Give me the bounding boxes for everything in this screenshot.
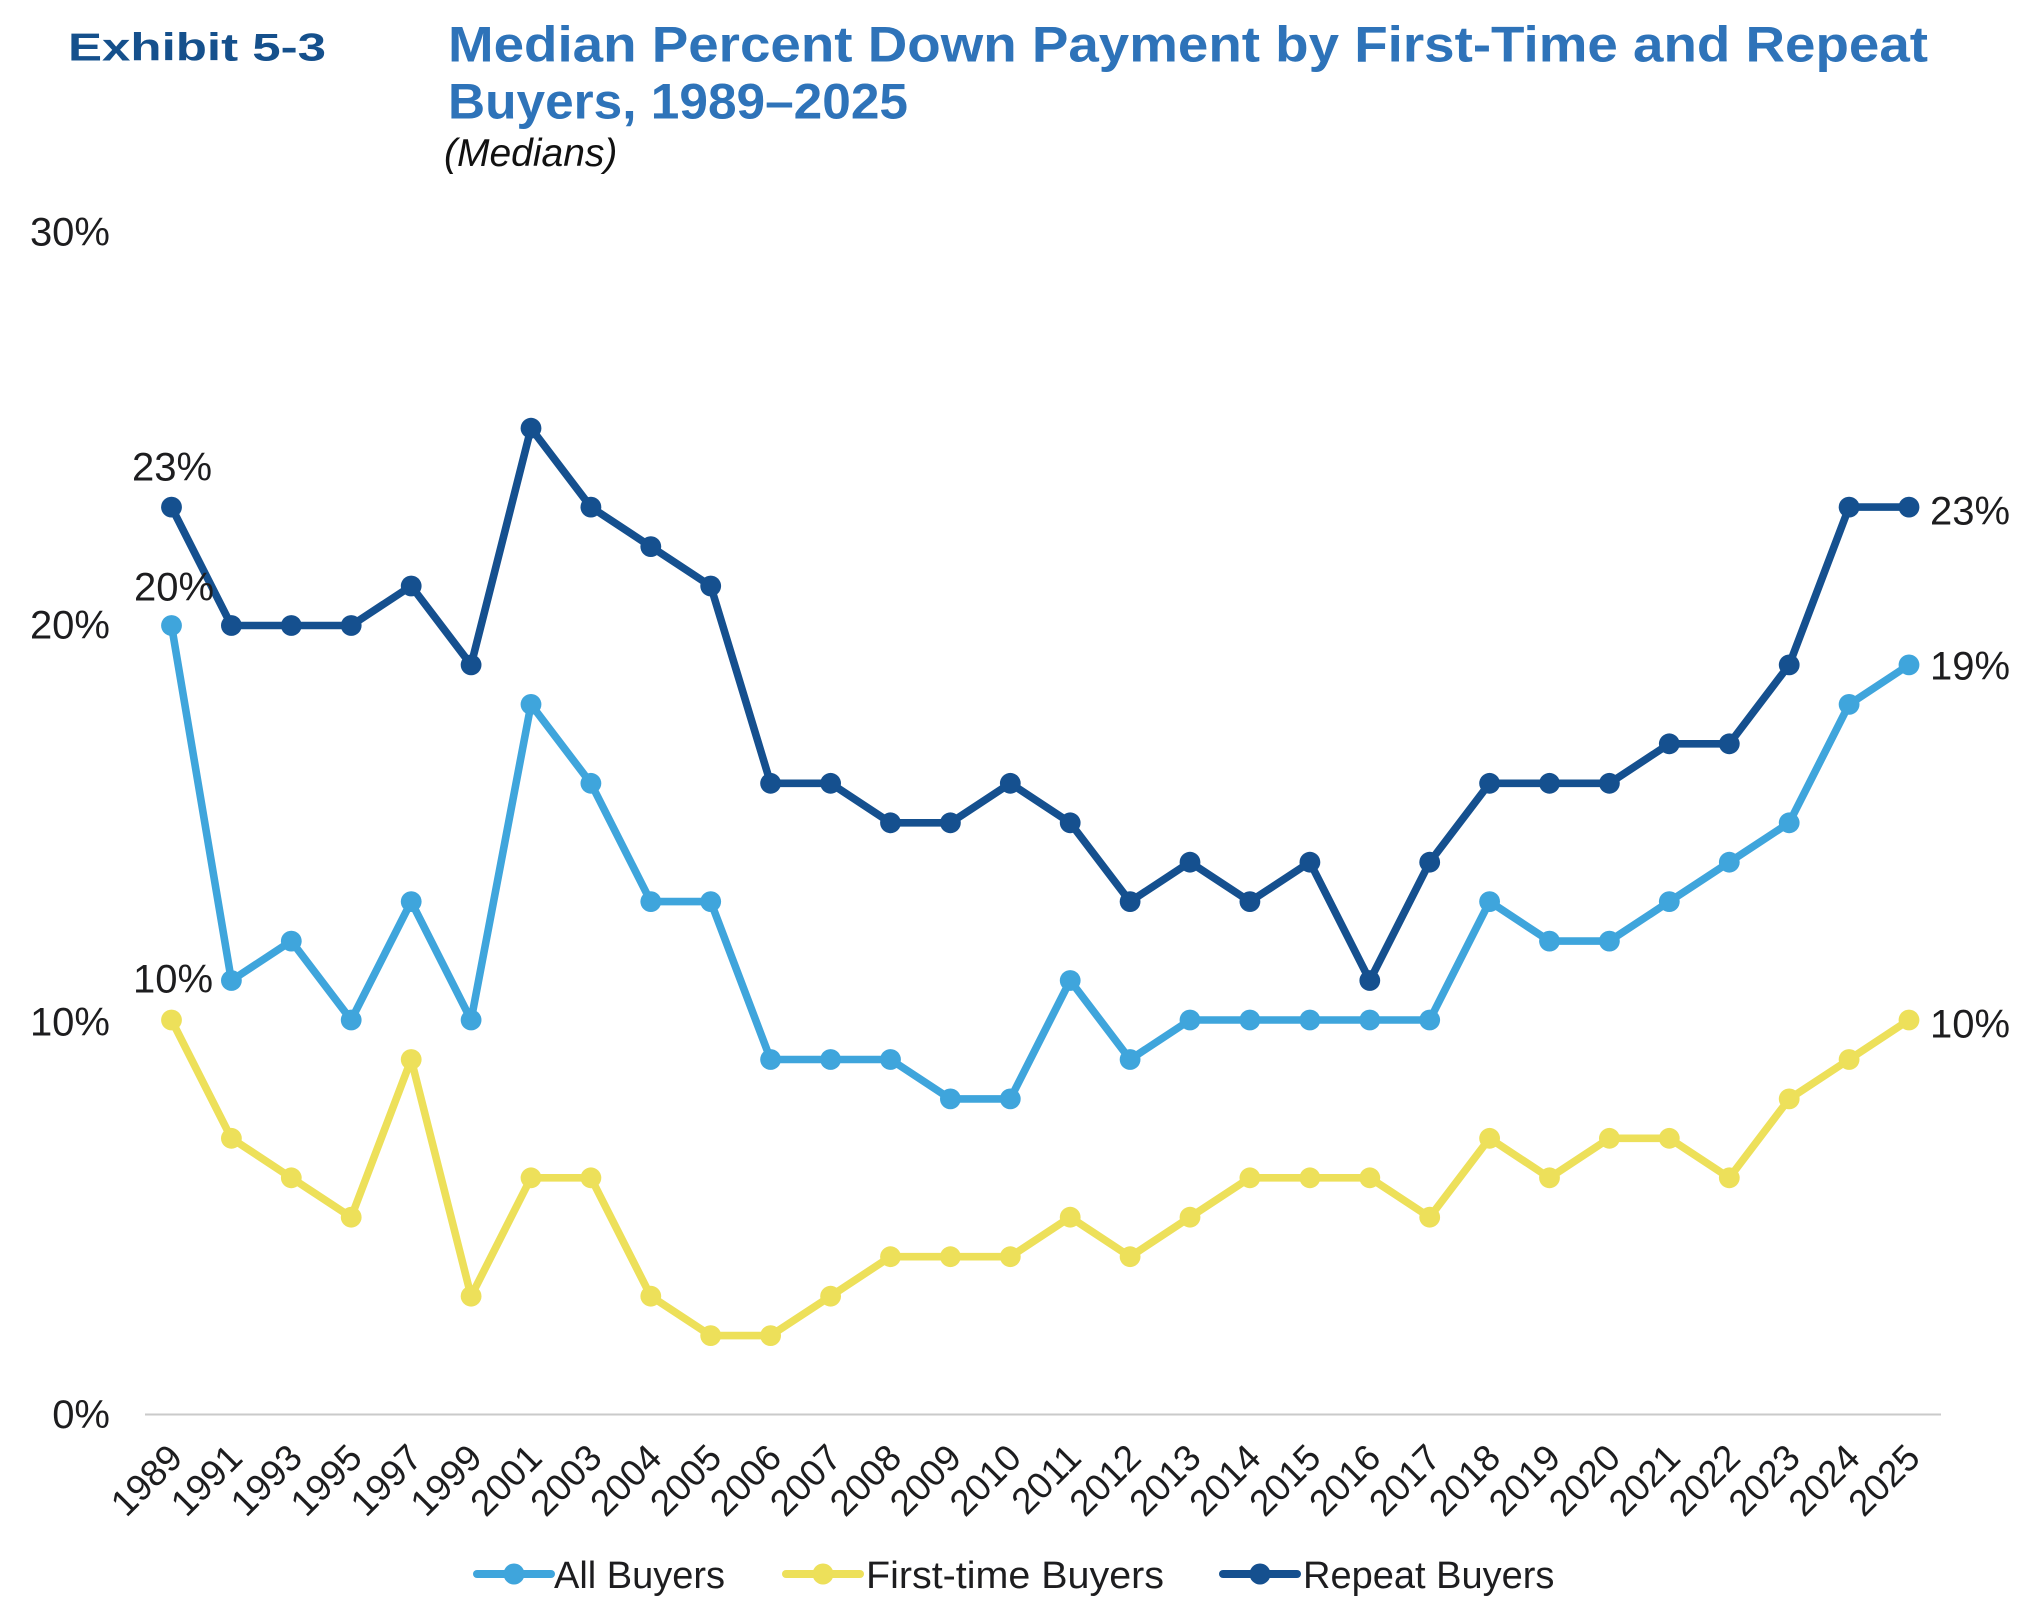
svg-text:All Buyers: All Buyers — [554, 1555, 725, 1597]
svg-text:10%: 10% — [30, 1000, 110, 1044]
svg-text:Repeat Buyers: Repeat Buyers — [1303, 1555, 1554, 1597]
svg-text:Exhibit 5-3: Exhibit 5-3 — [68, 27, 326, 70]
svg-text:23%: 23% — [1930, 490, 2010, 534]
svg-text:10%: 10% — [133, 958, 213, 1002]
svg-text:23%: 23% — [132, 446, 212, 490]
svg-text:30%: 30% — [30, 211, 110, 255]
svg-text:10%: 10% — [1930, 1003, 2010, 1047]
svg-text:(Medians): (Medians) — [444, 132, 617, 175]
svg-text:0%: 0% — [52, 1393, 110, 1437]
svg-text:First-time Buyers: First-time Buyers — [866, 1555, 1164, 1597]
svg-text:20%: 20% — [30, 604, 110, 648]
svg-text:19%: 19% — [1930, 645, 2010, 689]
svg-text:20%: 20% — [134, 566, 214, 610]
svg-text:Buyers, 1989–2025: Buyers, 1989–2025 — [448, 74, 908, 130]
svg-text:Median Percent Down Payment by: Median Percent Down Payment by First-Tim… — [448, 16, 1928, 72]
